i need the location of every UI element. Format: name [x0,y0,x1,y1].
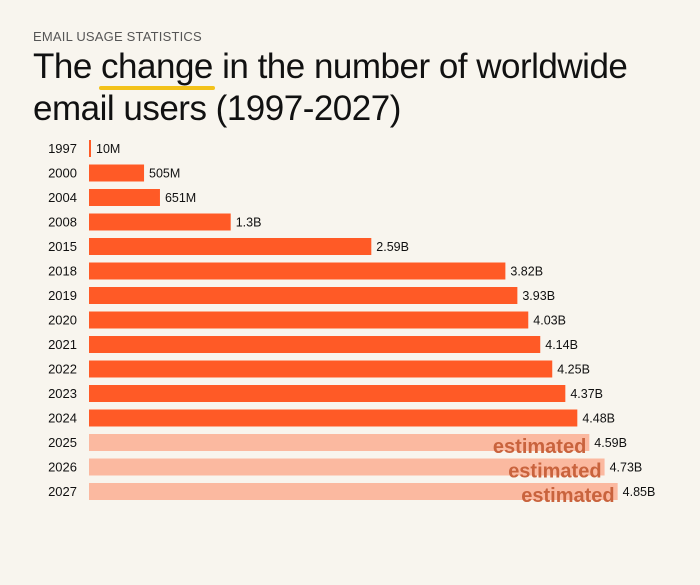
chart-title: The change in the number of worldwide ema… [33,46,628,130]
category-label: 2022 [48,362,77,377]
value-label: 4.59B [594,436,627,450]
title-line2: email users (1997-2027) [33,89,401,128]
value-label: 505M [149,167,180,181]
category-label: 2019 [48,288,77,303]
category-label: 2025 [48,435,77,450]
value-label: 10M [96,142,120,156]
value-label: 651M [165,191,196,205]
bar [89,287,518,304]
eyebrow-label: EMAIL USAGE STATISTICS [33,29,202,44]
bar [89,140,91,157]
bar [89,434,590,451]
value-label: 4.03B [533,314,566,328]
value-label: 4.73B [610,461,643,475]
category-label: 2023 [48,386,77,401]
bar [89,164,145,182]
value-label: 4.85B [623,485,656,499]
value-label: 4.25B [557,363,590,377]
category-label: 2004 [48,190,77,205]
bar [89,360,553,378]
value-label: 3.82B [510,265,543,279]
category-label: 2024 [48,411,77,426]
bar [89,483,618,500]
title-prefix: The [33,47,102,86]
title-suffix: in the number of worldwide [212,47,628,86]
value-label: 3.93B [522,289,555,303]
value-label: 4.14B [545,338,578,352]
bar [89,311,529,329]
bar [89,238,372,255]
category-label: 2020 [48,313,77,328]
category-label: 2018 [48,264,77,279]
category-label: 2027 [48,484,77,499]
bar [89,385,566,402]
bar [89,409,578,427]
bar [89,262,506,280]
bar [89,189,160,206]
value-label: 4.48B [582,412,615,426]
estimated-label: estimated [493,436,586,458]
category-label: 2015 [48,239,77,254]
category-label: 2008 [48,215,77,230]
category-label: 1997 [48,141,77,156]
bar [89,458,605,476]
bar [89,213,231,231]
value-label: 4.37B [570,387,603,401]
value-label: 1.3B [236,216,262,230]
title-highlight: change [99,47,215,90]
category-label: 2026 [48,460,77,475]
estimated-label: estimated [521,485,614,507]
bar [89,336,541,353]
estimated-label: estimated [508,461,601,483]
category-label: 2000 [48,166,77,181]
value-label: 2.59B [376,240,409,254]
category-label: 2021 [48,337,77,352]
